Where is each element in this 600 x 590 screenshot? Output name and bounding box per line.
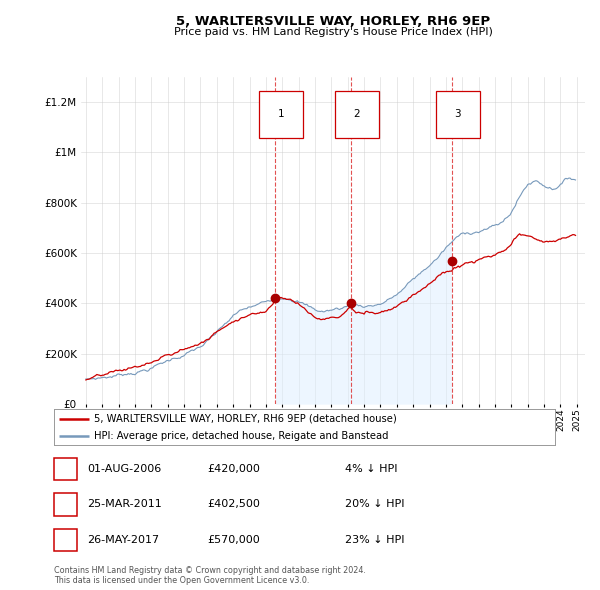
Text: £420,000: £420,000 [207, 464, 260, 474]
Text: 1: 1 [62, 464, 69, 474]
Text: £402,500: £402,500 [207, 500, 260, 509]
Text: Contains HM Land Registry data © Crown copyright and database right 2024.
This d: Contains HM Land Registry data © Crown c… [54, 566, 366, 585]
Text: Price paid vs. HM Land Registry's House Price Index (HPI): Price paid vs. HM Land Registry's House … [173, 27, 493, 37]
Text: 3: 3 [62, 535, 69, 545]
Text: 01-AUG-2006: 01-AUG-2006 [87, 464, 161, 474]
Text: HPI: Average price, detached house, Reigate and Banstead: HPI: Average price, detached house, Reig… [94, 431, 389, 441]
Text: 5, WARLTERSVILLE WAY, HORLEY, RH6 9EP: 5, WARLTERSVILLE WAY, HORLEY, RH6 9EP [176, 15, 490, 28]
Text: 26-MAY-2017: 26-MAY-2017 [87, 535, 159, 545]
Text: 25-MAR-2011: 25-MAR-2011 [87, 500, 162, 509]
Text: 4% ↓ HPI: 4% ↓ HPI [345, 464, 398, 474]
Text: 20% ↓ HPI: 20% ↓ HPI [345, 500, 404, 509]
Text: £570,000: £570,000 [207, 535, 260, 545]
Text: 1: 1 [278, 110, 284, 120]
Text: 23% ↓ HPI: 23% ↓ HPI [345, 535, 404, 545]
Text: 2: 2 [353, 110, 360, 120]
Text: 3: 3 [455, 110, 461, 120]
Text: 2: 2 [62, 500, 69, 509]
Text: 5, WARLTERSVILLE WAY, HORLEY, RH6 9EP (detached house): 5, WARLTERSVILLE WAY, HORLEY, RH6 9EP (d… [94, 414, 397, 424]
